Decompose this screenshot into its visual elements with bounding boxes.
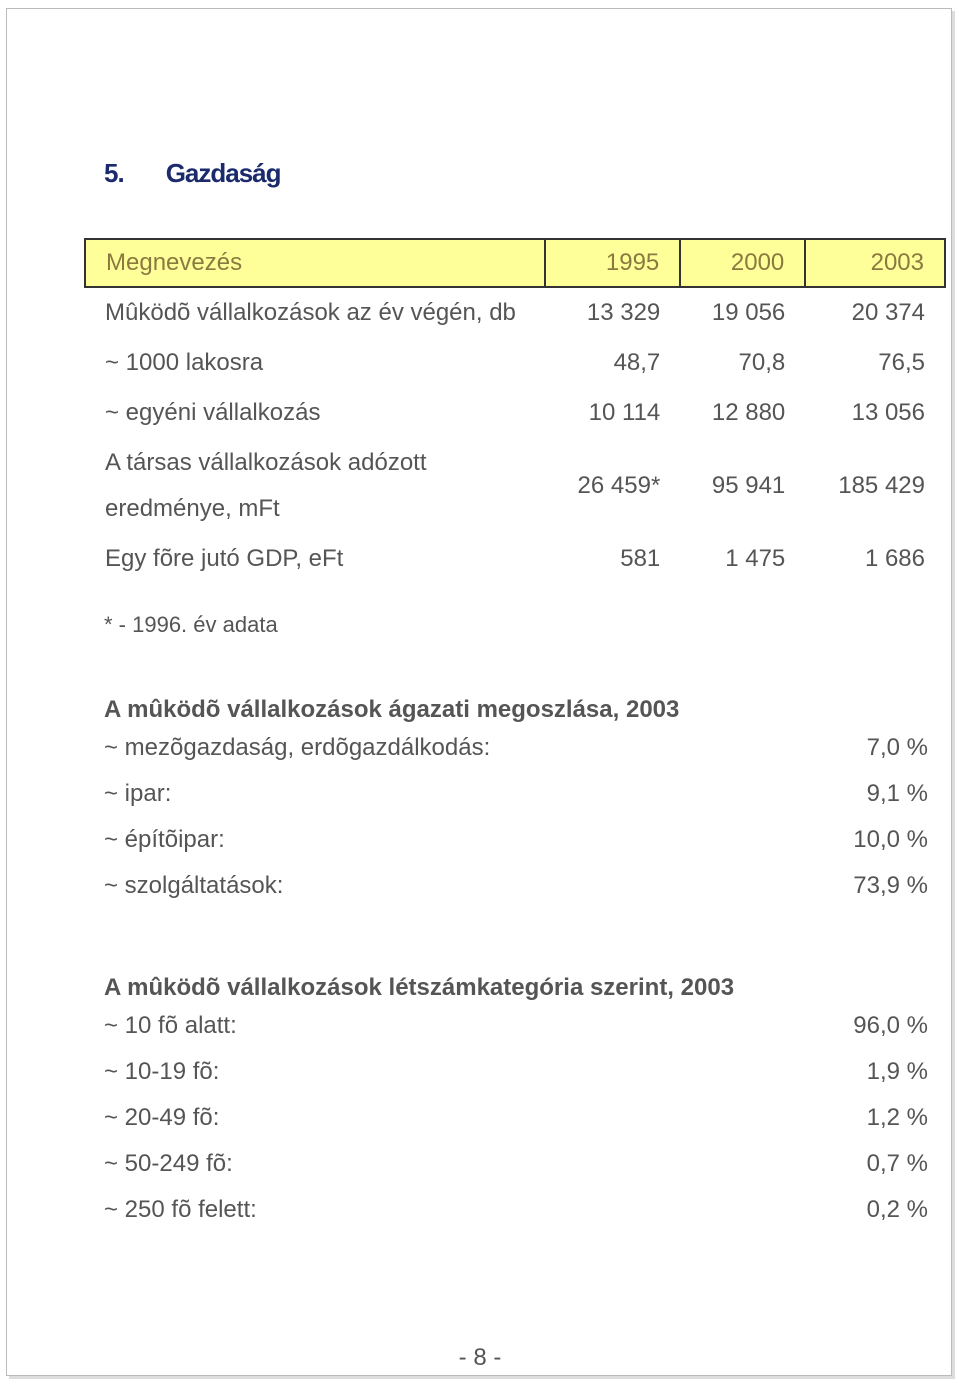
heading-title: Gazdaság	[165, 158, 282, 188]
table-cell: 95 941	[711, 472, 786, 499]
table-cell: 76,5	[878, 349, 925, 376]
item-label: ~ építõipar:	[104, 826, 225, 853]
item-label: ~ szolgáltatások:	[104, 872, 284, 899]
section-row: ~ 50-249 fõ: 0,7 %	[104, 1150, 928, 1196]
heading: 5. Gazdaság	[104, 158, 323, 189]
table-cell: 1 475	[725, 545, 786, 572]
item-value: 1,2 %	[866, 1104, 928, 1131]
table-cell: Egy fõre jutó GDP, eFt	[105, 545, 344, 572]
item-value: 10,0 %	[853, 826, 928, 853]
table-row: A társas vállalkozások adózott eredménye…	[85, 438, 945, 534]
item-label: ~ 250 fõ felett:	[104, 1196, 257, 1223]
item-value: 73,9 %	[853, 872, 928, 899]
table-row: ~ egyéni vállalkozás 10 114 12 880 13 056	[85, 388, 945, 438]
table-cell: Mûködõ vállalkozások az év végén, db	[105, 299, 516, 326]
section-row: ~ építõipar: 10,0 %	[104, 826, 928, 872]
section-title: A mûködõ vállalkozások ágazati megoszlás…	[104, 696, 680, 723]
table-cell: 70,8	[738, 349, 786, 376]
section-title: A mûködõ vállalkozások létszámkategória …	[104, 974, 735, 1001]
item-label: ~ ipar:	[104, 780, 172, 807]
item-label: ~ 50-249 fõ:	[104, 1150, 233, 1177]
table-cell: 13 056	[851, 399, 925, 426]
section-row: ~ ipar: 9,1 %	[104, 780, 928, 826]
section-row: ~ szolgáltatások: 73,9 %	[104, 872, 928, 918]
page	[6, 8, 952, 1376]
section-row: ~ 250 fõ felett: 0,2 %	[104, 1196, 928, 1242]
section-row: ~ 10 fõ alatt: 96,0 %	[104, 1012, 928, 1058]
table: Megnevezés 1995 2000 2003 Mûködõ vállalkozás…	[84, 238, 946, 584]
item-value: 7,0 %	[866, 734, 928, 761]
header-cell: Megnevezés	[84, 238, 546, 288]
header-cell: 2003	[804, 238, 946, 288]
table-cell: 48,7	[613, 349, 661, 376]
section: A mûködõ vállalkozások ágazati megoszlás…	[104, 696, 928, 918]
item-label: ~ 10-19 fõ:	[104, 1058, 220, 1085]
section-row: ~ 10-19 fõ: 1,9 %	[104, 1058, 928, 1104]
item-label: ~ 20-49 fõ:	[104, 1104, 220, 1131]
table-cell: 26 459*	[577, 472, 661, 499]
heading-number: 5.	[104, 158, 125, 188]
table-cell: ~ 1000 lakosra	[105, 349, 264, 376]
table-cell: 185 429	[838, 472, 925, 499]
table-cell: ~ egyéni vállalkozás	[105, 399, 321, 426]
page-number: - 8 -	[458, 1344, 502, 1371]
section-row: ~ 20-49 fõ: 1,2 %	[104, 1104, 928, 1150]
item-value: 96,0 %	[853, 1012, 928, 1039]
item-label: ~ mezõgazdaság, erdõgazdálkodás:	[104, 734, 491, 761]
table-row: ~ 1000 lakosra 48,7 70,8 76,5	[85, 338, 945, 388]
item-value: 0,2 %	[866, 1196, 928, 1223]
table-cell: 13 329	[586, 299, 661, 326]
table-row: Egy fõre jutó GDP, eFt 581 1 475 1 686	[85, 534, 945, 584]
header-cell: 1995	[543, 238, 682, 288]
table-cell: A társas vállalkozások adózott eredménye…	[105, 449, 427, 522]
table-cell: 10 114	[588, 399, 661, 426]
section-row: ~ mezõgazdaság, erdõgazdálkodás: 7,0 %	[104, 734, 928, 780]
item-label: ~ 10 fõ alatt:	[104, 1012, 237, 1039]
header-cell: 2000	[679, 238, 807, 288]
item-value: 0,7 %	[866, 1150, 928, 1177]
table-row: Mûködõ vállalkozások az év végén, db 13 3…	[85, 287, 945, 338]
table-cell: 12 880	[711, 399, 786, 426]
table-cell: 581	[620, 545, 661, 572]
table-cell: 1 686	[864, 545, 925, 572]
note: * - 1996. év adata	[104, 612, 278, 637]
item-value: 9,1 %	[866, 780, 928, 807]
table-cell: 20 374	[851, 299, 925, 326]
section: A mûködõ vállalkozások létszámkategória …	[104, 974, 928, 1242]
item-value: 1,9 %	[866, 1058, 928, 1085]
table-cell: 19 056	[711, 299, 786, 326]
